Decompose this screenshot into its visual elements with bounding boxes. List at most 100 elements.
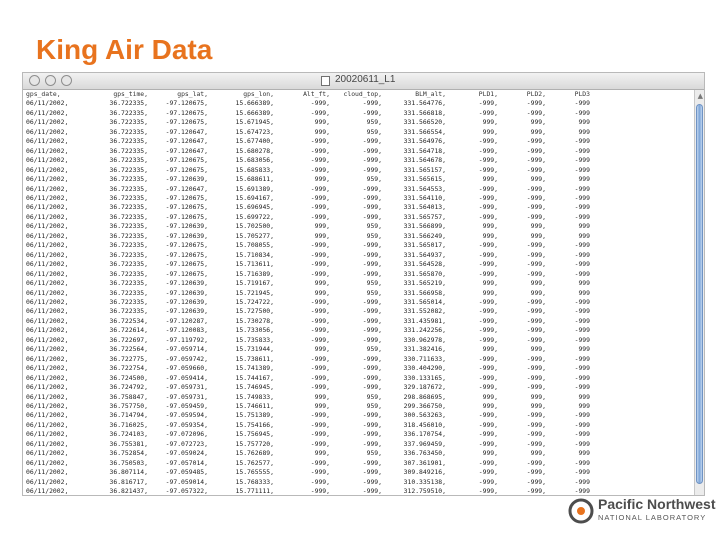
table-cell: 999, [482, 222, 498, 231]
table-cell: 999 [578, 279, 590, 288]
table-cell: 36.722335, [109, 212, 148, 221]
table-cell: 06/11/2002, [26, 477, 69, 486]
table-cell: -999 [574, 468, 590, 477]
table-cell: -999, [526, 146, 546, 155]
table-row: 06/11/2002, 36.722335, -97.120675, 15.71361… [23, 260, 590, 269]
table-cell: 15.705277, [235, 231, 274, 240]
table-row: 06/11/2002, 36.722335, -97.120675, 15.69694… [23, 203, 590, 212]
table-cell: -97.057322, [165, 487, 208, 495]
table-cell: -999, [526, 373, 546, 382]
header-pld3: PLD3 [574, 90, 590, 98]
header-gps-lat: gps_lat, [177, 90, 208, 98]
table-cell: 15.768333, [235, 477, 274, 486]
table-cell: -97.120639, [165, 307, 208, 316]
table-cell: -999, [362, 165, 382, 174]
table-cell: -97.120675, [165, 99, 208, 108]
table-cell: -97.120675, [165, 260, 208, 269]
text-content-area[interactable]: gps_date, gps_time, gps_lat, gps_lon, Al… [23, 90, 694, 495]
window-zoom-icon[interactable] [61, 75, 72, 86]
table-cell: 36.722335, [109, 260, 148, 269]
table-cell: -97.120083, [165, 326, 208, 335]
table-cell: -999 [574, 193, 590, 202]
table-cell: 15.765555, [235, 468, 274, 477]
table-cell: -999, [478, 354, 498, 363]
table-cell: -999, [362, 269, 382, 278]
table-cell: -999, [526, 156, 546, 165]
table-cell: -97.120675, [165, 156, 208, 165]
window-minimize-icon[interactable] [45, 75, 56, 86]
table-cell: -999 [574, 316, 590, 325]
table-cell: 36.722754, [109, 364, 148, 373]
header-gps-lon: gps_lon, [243, 90, 274, 98]
table-cell: 336.763450, [403, 449, 446, 458]
window-close-icon[interactable] [29, 75, 40, 86]
table-cell: 330.404290, [403, 364, 446, 373]
table-cell: -999 [574, 307, 590, 316]
table-cell: 06/11/2002, [26, 212, 69, 221]
table-cell: -97.059714, [165, 345, 208, 354]
table-cell: -999, [310, 146, 330, 155]
table-cell: -97.059024, [165, 449, 208, 458]
table-cell: 36.722335, [109, 307, 148, 316]
table-cell: 15.708055, [235, 241, 274, 250]
table-row: 06/11/2002, 36.821437, -97.057322, 15.77111… [23, 487, 590, 495]
table-cell: 959, [366, 231, 382, 240]
table-cell: 959, [366, 279, 382, 288]
table-cell: 330.962978, [403, 335, 446, 344]
table-cell: 331.435981, [403, 316, 446, 325]
table-cell: -97.120639, [165, 279, 208, 288]
table-cell: 318.456010, [403, 420, 446, 429]
table-cell: 999 [578, 231, 590, 240]
table-cell: 06/11/2002, [26, 458, 69, 467]
table-cell: 36.722335, [109, 269, 148, 278]
table-cell: 36.722335, [109, 222, 148, 231]
table-cell: -97.120639, [165, 175, 208, 184]
table-cell: 06/11/2002, [26, 250, 69, 259]
table-cell: -97.120675, [165, 250, 208, 259]
table-cell: 36.722335, [109, 231, 148, 240]
table-row: 06/11/2002, 36.816717, -97.059014, 15.76833… [23, 478, 590, 487]
table-cell: -999, [478, 326, 498, 335]
table-cell: 298.868695, [403, 392, 446, 401]
table-cell: -999 [574, 108, 590, 117]
table-cell: 15.762689, [235, 449, 274, 458]
table-cell: -999, [526, 477, 546, 486]
table-cell: -97.059731, [165, 383, 208, 392]
table-cell: -999, [478, 193, 498, 202]
vertical-scrollbar[interactable] [694, 90, 704, 495]
table-cell: 06/11/2002, [26, 345, 69, 354]
table-cell: -999, [310, 487, 330, 495]
window-titlebar[interactable]: 20020611_L1 [23, 73, 704, 90]
table-cell: -999, [362, 458, 382, 467]
pnnl-logo-icon [568, 498, 594, 524]
document-icon [321, 76, 330, 86]
table-row: 06/11/2002, 36.752854, -97.059024, 15.76268… [23, 449, 590, 458]
table-cell: 15.696945, [235, 203, 274, 212]
table-cell: 15.727500, [235, 307, 274, 316]
header-pld1: PLD1, [478, 90, 498, 98]
table-row: 06/11/2002, 36.722614, -97.120083, 15.73305… [23, 326, 590, 335]
table-cell: -999, [526, 326, 546, 335]
table-cell: -999, [362, 241, 382, 250]
table-cell: -999, [310, 269, 330, 278]
table-row: 06/11/2002, 36.722335, -97.120675, 15.71638… [23, 270, 590, 279]
table-cell: -97.120675, [165, 193, 208, 202]
table-cell: 36.816717, [109, 477, 148, 486]
table-cell: 06/11/2002, [26, 401, 69, 410]
scroll-up-arrow-icon[interactable]: ▲ [697, 92, 703, 100]
table-cell: 309.849216, [403, 468, 446, 477]
table-cell: 06/11/2002, [26, 260, 69, 269]
table-cell: 06/11/2002, [26, 392, 69, 401]
table-cell: 331.565014, [403, 297, 446, 306]
scrollbar-thumb[interactable] [696, 104, 703, 484]
table-cell: -999, [526, 430, 546, 439]
table-cell: -999, [526, 99, 546, 108]
table-cell: -999, [526, 212, 546, 221]
table-cell: -999, [362, 487, 382, 495]
table-cell: -97.120287, [165, 316, 208, 325]
table-cell: -999 [574, 458, 590, 467]
table-cell: -999, [526, 108, 546, 117]
table-cell: 06/11/2002, [26, 307, 69, 316]
table-cell: 06/11/2002, [26, 487, 69, 495]
table-cell: 336.170754, [403, 430, 446, 439]
